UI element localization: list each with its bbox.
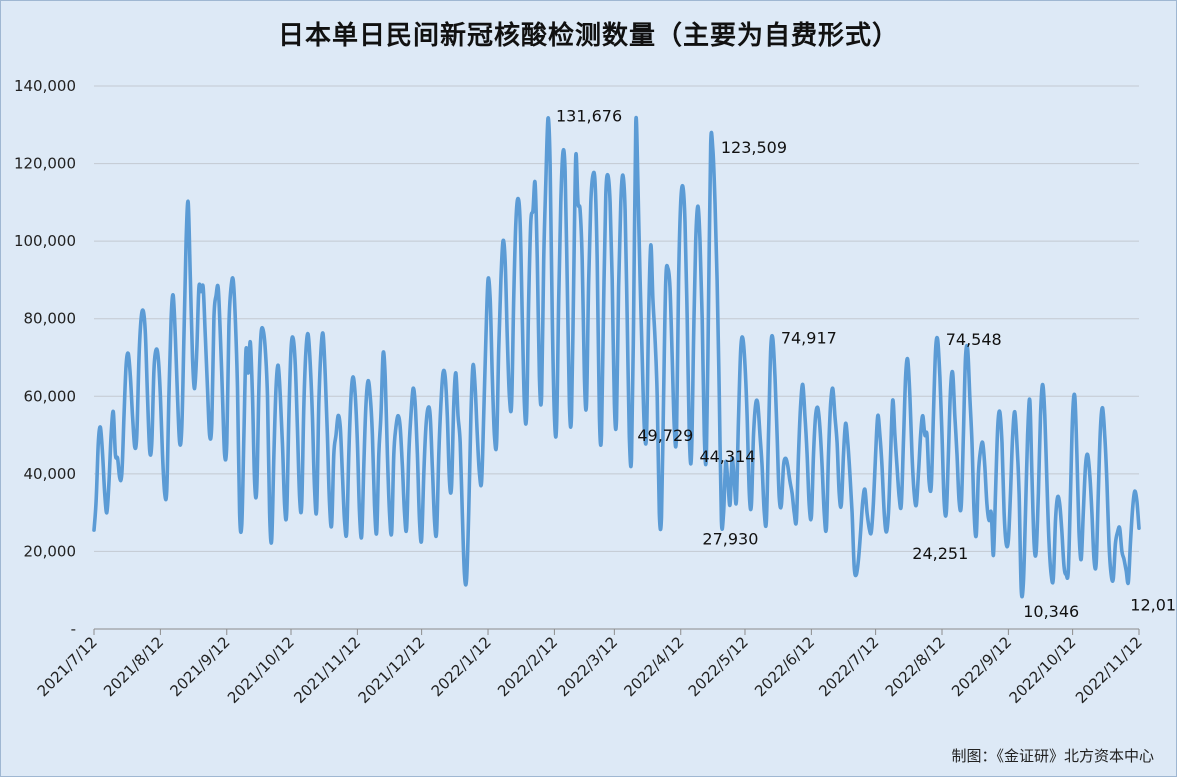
x-tick-label: 2022/10/12 bbox=[1006, 633, 1080, 707]
x-tick-label: 2021/12/12 bbox=[355, 633, 429, 707]
x-axis: 2021/7/12 2021/8/12 2021/9/122021/10/12202… bbox=[34, 629, 1146, 707]
data-label: 131,676 bbox=[556, 106, 622, 125]
source-note: 制图：《金证研》北方资本中心 bbox=[951, 747, 1154, 765]
y-tick-label: - bbox=[71, 620, 76, 638]
data-label: 24,251 bbox=[912, 544, 968, 563]
x-tick-label: 2022/5/12 bbox=[685, 633, 752, 700]
x-tick-label: 2022/8/12 bbox=[882, 633, 949, 700]
y-axis: - 20,000 40,000 60,000 80,000 100,000 120,000 1… bbox=[14, 77, 76, 638]
chart-title: 日本单日民间新冠核酸检测数量（主要为自费形式） bbox=[277, 21, 899, 51]
y-tick-label: 80,000 bbox=[24, 310, 77, 328]
x-tick-label: 2022/7/12 bbox=[815, 633, 882, 700]
data-label: 44,314 bbox=[699, 447, 755, 466]
x-tick-label: 2022/6/12 bbox=[751, 633, 818, 700]
x-tick-label: 2021/9/12 bbox=[166, 633, 233, 700]
x-tick-label: 2021/8/12 bbox=[100, 633, 167, 700]
data-label: 10,346 bbox=[1023, 602, 1079, 621]
x-tick-label: 2022/2/12 bbox=[494, 633, 561, 700]
x-tick-label: 2022/3/12 bbox=[554, 633, 621, 700]
x-tick-label: 2021/10/12 bbox=[224, 633, 298, 707]
data-label: 49,729 bbox=[637, 426, 693, 445]
y-tick-label: 100,000 bbox=[14, 232, 76, 250]
x-tick-label: 2022/1/12 bbox=[428, 633, 495, 700]
data-label: 74,917 bbox=[781, 328, 837, 347]
data-label: 12,018 bbox=[1130, 595, 1176, 614]
series-line bbox=[92, 115, 1141, 599]
x-tick-label: 2021/11/12 bbox=[290, 633, 364, 707]
x-tick-label: 2022/11/12 bbox=[1072, 633, 1146, 707]
y-tick-label: 20,000 bbox=[24, 542, 77, 560]
y-tick-label: 40,000 bbox=[24, 465, 77, 483]
x-tick-label: 2021/7/12 bbox=[34, 633, 101, 700]
data-label: 74,548 bbox=[946, 330, 1002, 349]
y-tick-label: 140,000 bbox=[14, 77, 76, 95]
y-tick-label: 60,000 bbox=[24, 387, 77, 405]
y-tick-label: 120,000 bbox=[14, 155, 76, 173]
x-tick-label: 2022/9/12 bbox=[948, 633, 1015, 700]
annotations: 131,676 123,509 49,729 44,314 74,917 27,930 74… bbox=[556, 106, 1176, 621]
series-layer bbox=[92, 115, 1141, 599]
data-label: 27,930 bbox=[702, 530, 758, 549]
data-label: 123,509 bbox=[721, 138, 787, 157]
x-tick-label: 2022/4/12 bbox=[620, 633, 687, 700]
